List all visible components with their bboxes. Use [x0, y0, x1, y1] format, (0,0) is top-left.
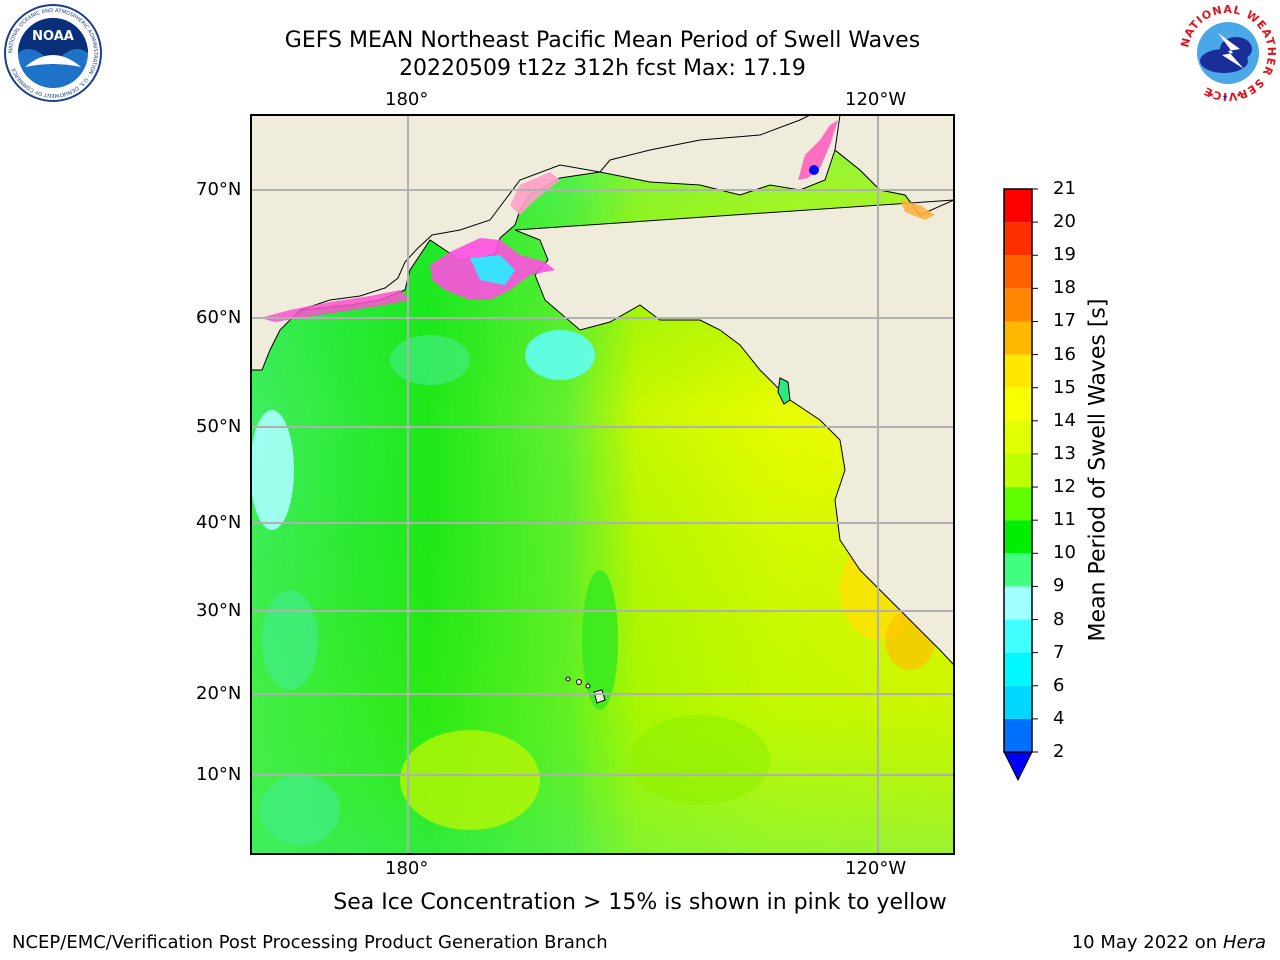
footer-credit: NCEP/EMC/Verification Post Processing Pr… — [12, 932, 608, 953]
sea-ice-zone — [470, 255, 515, 285]
swell-patch-cyan — [251, 410, 294, 530]
colorbar-segment — [1004, 453, 1032, 488]
colorbar-tick-label: 8 — [1053, 608, 1065, 630]
colorbar-segment — [1004, 652, 1032, 686]
colorbar-tick-label: 21 — [1053, 178, 1076, 199]
lat-label-20n: 20°N — [196, 683, 242, 704]
lon-label-bottom-180: 180° — [385, 858, 429, 879]
colorbar-tick-label: 12 — [1053, 476, 1076, 498]
lon-label-bottom-120w: 120°W — [845, 858, 907, 879]
sea-ice-zone — [260, 290, 410, 322]
sea-ice-zone — [900, 200, 935, 220]
lon-label-top-180: 180° — [385, 89, 429, 110]
colorbar-segment — [1004, 586, 1032, 620]
lat-label-30n: 30°N — [196, 600, 242, 621]
colorbar-segment — [1004, 685, 1032, 719]
lat-label-50n: 50°N — [196, 416, 242, 437]
colorbar-tick-label: 10 — [1053, 542, 1076, 564]
land-mass-siberia — [251, 115, 811, 371]
nws-logo: NATIONAL WEATHER SERVICE ★ ★ ★ — [1178, 3, 1277, 103]
noaa-logo-text: NOAA — [32, 29, 74, 44]
chart-subtitle: 20220509 t12z 312h fcst Max: 17.19 — [399, 56, 806, 81]
colorbar-title: Mean Period of Swell Waves [s] — [1085, 298, 1111, 642]
colorbar-tick-label: 14 — [1053, 409, 1076, 431]
sea-ice-zone — [798, 120, 838, 180]
colorbar-segment — [1004, 520, 1032, 554]
swell-patch — [630, 715, 770, 805]
sea-ice-zone — [510, 172, 560, 215]
colorbar-segment — [1004, 553, 1032, 587]
swell-patch — [260, 775, 340, 845]
colorbar-tick-label: 17 — [1053, 310, 1076, 332]
map-gridlines — [251, 115, 954, 854]
colorbar-segment — [1004, 354, 1032, 388]
colorbar-segment — [1004, 619, 1032, 653]
colorbar-tick-label: 11 — [1053, 509, 1076, 531]
colorbar — [1003, 188, 1038, 782]
lat-label-40n: 40°N — [196, 512, 242, 533]
colorbar-segment — [1004, 718, 1032, 752]
colorbar-tick-label: 4 — [1053, 707, 1065, 729]
svg-text:★: ★ — [1222, 93, 1228, 101]
colorbar-segment — [1004, 321, 1032, 355]
colorbar-tick-label: 20 — [1053, 211, 1076, 233]
swell-patch — [582, 570, 618, 710]
lon-label-top-120w: 120°W — [845, 89, 907, 110]
colorbar-tick-label: 6 — [1053, 674, 1065, 696]
footer-date-text: 10 May 2022 on — [1071, 932, 1218, 953]
island-haida-gwaii — [777, 377, 791, 405]
colorbar-extend-arrow — [1003, 751, 1033, 782]
colorbar-segment — [1004, 255, 1032, 289]
chart-title: GEFS MEAN Northeast Pacific Mean Period … — [284, 28, 921, 53]
svg-text:★: ★ — [1208, 91, 1214, 99]
sea-ice-zone — [809, 165, 819, 175]
colorbar-tick-label: 7 — [1053, 641, 1065, 663]
map-frame — [250, 114, 955, 855]
colorbar-tick-label: 9 — [1053, 575, 1065, 597]
colorbar-tick-label: 13 — [1053, 442, 1076, 464]
swell-patch — [262, 590, 318, 690]
colorbar-segment — [1004, 288, 1032, 322]
svg-text:★: ★ — [1236, 91, 1242, 99]
colorbar-outline — [1003, 188, 1033, 753]
footer-machine: Hera — [1222, 932, 1266, 953]
colorbar-segment — [1004, 487, 1032, 521]
colorbar-segment — [1004, 420, 1032, 454]
colorbar-tick-label: 2 — [1053, 741, 1065, 762]
footer-date: 10 May 2022 on Hera — [1072, 932, 1266, 953]
colorbar-tick-label: 15 — [1053, 376, 1076, 398]
sea-ice-caption: Sea Ice Concentration > 15% is shown in … — [333, 890, 947, 915]
colorbar-tick-label: 18 — [1053, 277, 1076, 299]
lat-label-10n: 10°N — [196, 764, 242, 785]
swell-patch — [400, 730, 540, 830]
colorbar-segment — [1004, 189, 1032, 223]
colorbar-tick-label: 19 — [1053, 244, 1076, 266]
swell-patch — [390, 335, 470, 385]
colorbar-segment — [1004, 222, 1032, 256]
colorbar-segment — [1004, 387, 1032, 421]
land-mass-alaska-peninsula — [514, 115, 954, 666]
swell-patch-cyan — [525, 330, 595, 380]
lat-label-60n: 60°N — [196, 307, 242, 328]
lat-label-70n: 70°N — [196, 179, 242, 200]
noaa-logo: NATIONAL OCEANIC AND ATMOSPHERIC ADMINIS… — [4, 4, 102, 102]
colorbar-tick-label: 16 — [1053, 343, 1076, 365]
